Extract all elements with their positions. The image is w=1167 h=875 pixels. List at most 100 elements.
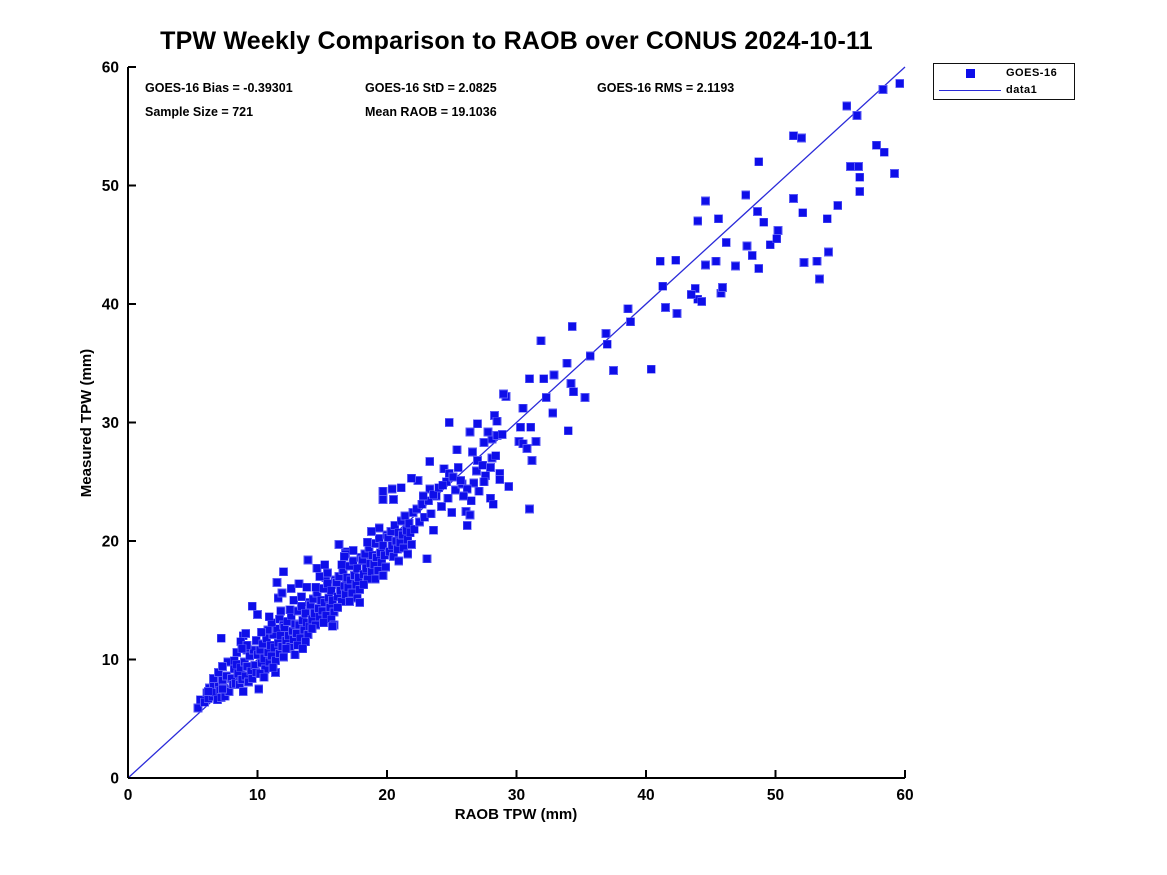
scatter-point <box>337 560 347 570</box>
scatter-point <box>754 157 764 167</box>
scatter-point <box>879 147 889 157</box>
y-tick-label: 40 <box>102 297 119 314</box>
scatter-point <box>281 644 291 654</box>
scatter-point <box>567 322 577 331</box>
scatter-point <box>339 552 349 561</box>
scatter-point <box>326 586 336 596</box>
scatter-point <box>525 374 534 384</box>
x-tick-label: 60 <box>896 787 913 804</box>
legend-icon-cell <box>934 89 1006 91</box>
scatter-point <box>473 456 483 465</box>
scatter-point <box>846 162 856 171</box>
scatter-point <box>562 358 572 368</box>
scatter-point <box>527 456 537 465</box>
scatter-point <box>378 486 388 496</box>
scatter-point <box>307 624 317 634</box>
scatter-point <box>526 422 536 432</box>
scatter-point <box>334 540 344 549</box>
scatter-point <box>495 474 505 484</box>
stat-rms: GOES-16 RMS = 2.1193 <box>597 81 735 95</box>
scatter-point <box>451 485 461 495</box>
scatter-point <box>414 517 424 527</box>
scatter-point <box>842 101 852 111</box>
scatter-point <box>497 429 507 439</box>
scatter-point <box>483 427 493 437</box>
scatter-point <box>492 416 502 426</box>
scatter-point <box>601 329 611 339</box>
stat-sample-size: Sample Size = 721 <box>145 105 254 119</box>
scatter-point <box>626 317 635 327</box>
scatter-point <box>247 601 257 611</box>
scatter-point <box>278 652 288 662</box>
scatter-point <box>853 162 863 171</box>
scatter-point <box>381 562 391 572</box>
scatter-point <box>824 247 833 257</box>
scatter-point <box>721 237 731 247</box>
scatter-point <box>370 574 380 584</box>
y-tick-label: 30 <box>102 415 119 432</box>
x-tick-label: 0 <box>124 787 133 804</box>
scatter-point <box>312 563 322 573</box>
stat-std: GOES-16 StD = 2.0825 <box>365 81 497 95</box>
scatter-point <box>436 502 446 512</box>
scatter-point <box>328 621 338 631</box>
scatter-point <box>569 387 578 397</box>
scatter-point <box>693 216 703 226</box>
stat-mean-raob: Mean RAOB = 19.1036 <box>365 105 497 119</box>
scatter-point <box>407 473 417 483</box>
legend: GOES-16 data1 <box>933 63 1075 100</box>
scatter-point <box>259 672 269 682</box>
scatter-point <box>812 256 822 266</box>
scatter-point <box>216 633 226 643</box>
scatter-point <box>479 438 489 448</box>
scatter-point <box>797 133 806 143</box>
scatter-point <box>320 560 330 570</box>
scatter-point <box>218 662 227 672</box>
y-tick-label: 50 <box>102 178 119 195</box>
x-tick-label: 30 <box>508 787 525 804</box>
scatter-point <box>773 226 783 235</box>
legend-label-goes16: GOES-16 <box>1006 67 1058 79</box>
scatter-point <box>752 207 762 216</box>
scatter-point <box>237 644 247 654</box>
scatter-point <box>426 509 436 519</box>
scatter-point <box>799 258 809 267</box>
scatter-point <box>276 606 286 616</box>
scatter-point <box>515 422 525 432</box>
scatter-point <box>747 251 757 260</box>
scatter-point <box>363 537 372 547</box>
scatter-point <box>815 274 824 284</box>
scatter-point <box>254 684 264 694</box>
scatter-point <box>319 618 328 628</box>
scatter-point <box>301 608 310 618</box>
scatter-point <box>833 201 843 211</box>
scatter-point <box>701 260 710 270</box>
scatter-point <box>409 524 419 534</box>
scatter-point <box>412 504 422 514</box>
scatter-point <box>241 629 251 638</box>
y-tick-label: 60 <box>102 60 119 77</box>
scatter-point <box>378 570 388 580</box>
scatter-point <box>453 463 463 472</box>
scatter-point <box>855 187 865 196</box>
legend-label-data1: data1 <box>1006 84 1038 96</box>
scatter-point <box>525 504 534 514</box>
scatter-point <box>522 444 532 453</box>
scatter-point <box>602 339 612 349</box>
scatter-point <box>541 393 551 403</box>
scatter-point <box>852 111 862 120</box>
scatter-marker-icon <box>965 68 975 78</box>
scatter-point <box>609 365 619 375</box>
scatter-point <box>422 554 432 564</box>
scatter-point <box>378 541 388 551</box>
scatter-point <box>429 525 439 535</box>
scatter-point <box>209 674 218 683</box>
scatter-point <box>714 214 723 224</box>
scatter-point <box>302 582 312 592</box>
scatter-point <box>359 580 369 590</box>
scatter-point <box>701 196 710 206</box>
scatter-point <box>822 214 832 224</box>
scatter-point <box>895 79 905 88</box>
